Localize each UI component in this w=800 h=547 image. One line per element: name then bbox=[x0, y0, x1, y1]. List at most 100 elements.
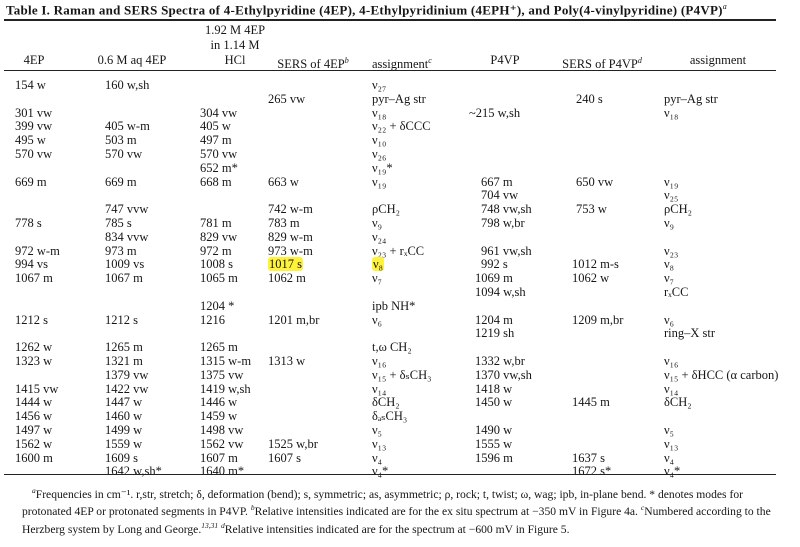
header-rule bbox=[4, 70, 776, 71]
cell-aq-4ep: 1265 m bbox=[105, 340, 143, 355]
cell-p4vp: 992 s bbox=[481, 257, 508, 272]
cell-hcl-4ep: 497 m bbox=[200, 133, 232, 148]
cell-aq-4ep: 669 m bbox=[105, 174, 137, 189]
header-assignment-text: assignment bbox=[372, 57, 429, 72]
cell-4ep: 1415 vw bbox=[15, 381, 59, 396]
cell-sers-p4vp: 1012 m-s bbox=[572, 257, 619, 272]
cell-4ep: 154 w bbox=[15, 78, 46, 92]
cell-hcl-4ep: 972 m bbox=[200, 243, 232, 258]
cell-4ep: 1497 w bbox=[15, 423, 53, 437]
header-aq-4ep: 0.6 M aq 4EP bbox=[97, 53, 167, 67]
table-row: 1444 w 1447 w 1446 w δCH₂ 1450 w 1445 m δCH₂ bbox=[0, 395, 800, 409]
table-row: 1642 w,sh* 1640 m* ν₄* 1672 s* ν₄* bbox=[0, 464, 800, 478]
cell-assignment-p4vp: ν₁₉ bbox=[664, 174, 679, 189]
table-row: 1415 vw 1422 vw 1419 w,sh ν₁₄ 1418 w ν₁₄ bbox=[0, 382, 800, 396]
table-row: 1497 w 1499 w 1498 vw ν₅ 1490 w ν₅ bbox=[0, 423, 800, 437]
cell-assignment-4ep: ν₁₅ + δₛCH₃ bbox=[372, 367, 432, 382]
cell-assignment-p4vp: ν₂₅ bbox=[664, 188, 679, 203]
cell-aq-4ep: 747 vvw bbox=[105, 202, 149, 217]
cell-assignment-p4vp: ν₉ bbox=[664, 216, 675, 230]
table-row: 747 vvw 742 w-m ρCH₂ 748 vw,sh 753 w ρCH₂ bbox=[0, 202, 800, 216]
footnote-d: Relative intensities indicated are for t… bbox=[224, 522, 570, 536]
cell-hcl-4ep: 1315 w-m bbox=[200, 354, 252, 368]
cell-p4vp: 748 vw,sh bbox=[481, 202, 532, 217]
header-hcl-4ep: 1.92 M 4EP in 1.14 M HCl bbox=[185, 23, 285, 68]
cell-aq-4ep: 1321 m bbox=[105, 354, 143, 368]
header-sers-4ep-text: SERS of 4EP bbox=[277, 57, 345, 72]
cell-4ep: 994 vs bbox=[15, 257, 48, 272]
cell-p4vp: 1596 m bbox=[475, 450, 513, 465]
table-row: 1456 w 1460 w 1459 w δₐₛCH₃ bbox=[0, 409, 800, 423]
cell-aq-4ep: 1212 s bbox=[105, 312, 138, 327]
cell-assignment-4ep: ν₄ bbox=[372, 450, 383, 465]
cell-sers-p4vp: 753 w bbox=[576, 202, 607, 217]
table-row: 301 vw 304 vw ν₁₈ ~215 w,sh ν₁₈ bbox=[0, 106, 800, 120]
cell-p4vp: 1069 m bbox=[475, 271, 513, 286]
cell-sers-4ep: 783 m bbox=[268, 216, 300, 230]
footnote-references: 13,31 bbox=[201, 520, 219, 530]
cell-p4vp: 1370 vw,sh bbox=[475, 367, 532, 382]
cell-assignment-p4vp: ν₄* bbox=[664, 464, 681, 479]
header-sers-p4vp: SERS of P4VPd bbox=[552, 53, 652, 72]
cell-hcl-4ep: 1640 m* bbox=[200, 464, 245, 479]
cell-4ep: 1212 s bbox=[15, 312, 48, 327]
top-rule bbox=[4, 19, 776, 21]
cell-assignment-4ep: ν₂₂ + δCCC bbox=[372, 119, 431, 134]
cell-p4vp: 1332 w,br bbox=[475, 354, 525, 368]
cell-assignment-p4vp: ν₁₈ bbox=[664, 105, 679, 120]
cell-sers-4ep: 1017 s bbox=[268, 257, 303, 272]
cell-aq-4ep: 785 s bbox=[105, 216, 132, 230]
cell-assignment-p4vp: ν₇ bbox=[664, 271, 675, 286]
cell-assignment-4ep: ρCH₂ bbox=[372, 202, 400, 217]
cell-aq-4ep: 1559 w bbox=[105, 436, 143, 451]
cell-assignment-p4vp: ν₁₅ + δHCC (α carbon) bbox=[664, 367, 779, 382]
cell-p4vp: 667 m bbox=[481, 174, 513, 189]
cell-assignment-p4vp: ρCH₂ bbox=[664, 202, 692, 217]
header-footnote-mark: c bbox=[428, 56, 432, 65]
cell-assignment-4ep: ν₂₆ bbox=[372, 147, 387, 161]
table-row: 1219 sh ring–X str bbox=[0, 326, 800, 340]
cell-hcl-4ep: 1065 m bbox=[200, 271, 238, 286]
cell-sers-p4vp: 1445 m bbox=[572, 395, 610, 410]
cell-p4vp: 1450 w bbox=[475, 395, 513, 410]
cell-hcl-4ep: 1265 m bbox=[200, 340, 238, 355]
table-row: 154 w 160 w,sh ν₂₇ bbox=[0, 78, 800, 92]
table-row: 652 m* ν₁₉* bbox=[0, 161, 800, 175]
cell-p4vp: 1204 m bbox=[475, 312, 513, 327]
cell-sers-4ep: 829 w-m bbox=[268, 229, 313, 244]
cell-p4vp: 1094 w,sh bbox=[475, 285, 526, 299]
cell-4ep: 1262 w bbox=[15, 340, 53, 355]
title-footnote-mark: a bbox=[722, 2, 728, 11]
cell-assignment-4ep: ν₁₄ bbox=[372, 381, 387, 396]
cell-aq-4ep: 503 m bbox=[105, 133, 137, 148]
cell-sers-p4vp: 1062 w bbox=[572, 271, 610, 286]
bottom-rule bbox=[4, 474, 776, 475]
cell-sers-4ep: 973 w-m bbox=[268, 243, 313, 258]
cell-aq-4ep: 1422 vw bbox=[105, 381, 149, 396]
cell-4ep: 669 m bbox=[15, 174, 47, 189]
cell-4ep: 301 vw bbox=[15, 105, 53, 120]
cell-assignment-4ep: ν₈ bbox=[372, 257, 385, 272]
cell-p4vp: 961 vw,sh bbox=[481, 243, 532, 258]
cell-assignment-4ep: ν₁₀ bbox=[372, 133, 387, 148]
cell-aq-4ep: 834 vvw bbox=[105, 229, 149, 244]
cell-hcl-4ep: 1607 m bbox=[200, 450, 238, 465]
table-row: 570 vw 570 vw 570 vw ν₂₆ bbox=[0, 147, 800, 161]
cell-sers-4ep: 1525 w,br bbox=[268, 436, 318, 451]
cell-sers-4ep: 742 w-m bbox=[268, 202, 313, 217]
header-p4vp: P4VP bbox=[490, 53, 520, 67]
cell-aq-4ep: 1460 w bbox=[105, 409, 143, 424]
cell-aq-4ep: 1379 vw bbox=[105, 367, 149, 382]
footnote-a: Frequencies in cm⁻¹. r,str, stretch; δ, … bbox=[22, 487, 743, 519]
footnote-b: Relative intensities indicated are for t… bbox=[254, 505, 641, 519]
cell-assignment-4ep: t,ω CH₂ bbox=[372, 340, 412, 355]
cell-assignment-4ep: pyr–Ag str bbox=[372, 91, 426, 106]
cell-hcl-4ep: 1204 * bbox=[200, 298, 235, 313]
table-row: 399 vw 405 w-m 405 w ν₂₂ + δCCC bbox=[0, 119, 800, 133]
footnote-mark-c: c bbox=[640, 503, 645, 513]
header-footnote-mark: d bbox=[637, 56, 642, 65]
cell-aq-4ep: 1499 w bbox=[105, 423, 143, 437]
footnote-mark-b: b bbox=[250, 503, 255, 513]
header-hcl-line1: 1.92 M 4EP bbox=[204, 23, 266, 37]
header-sers-p4vp-text: SERS of P4VP bbox=[562, 57, 638, 72]
